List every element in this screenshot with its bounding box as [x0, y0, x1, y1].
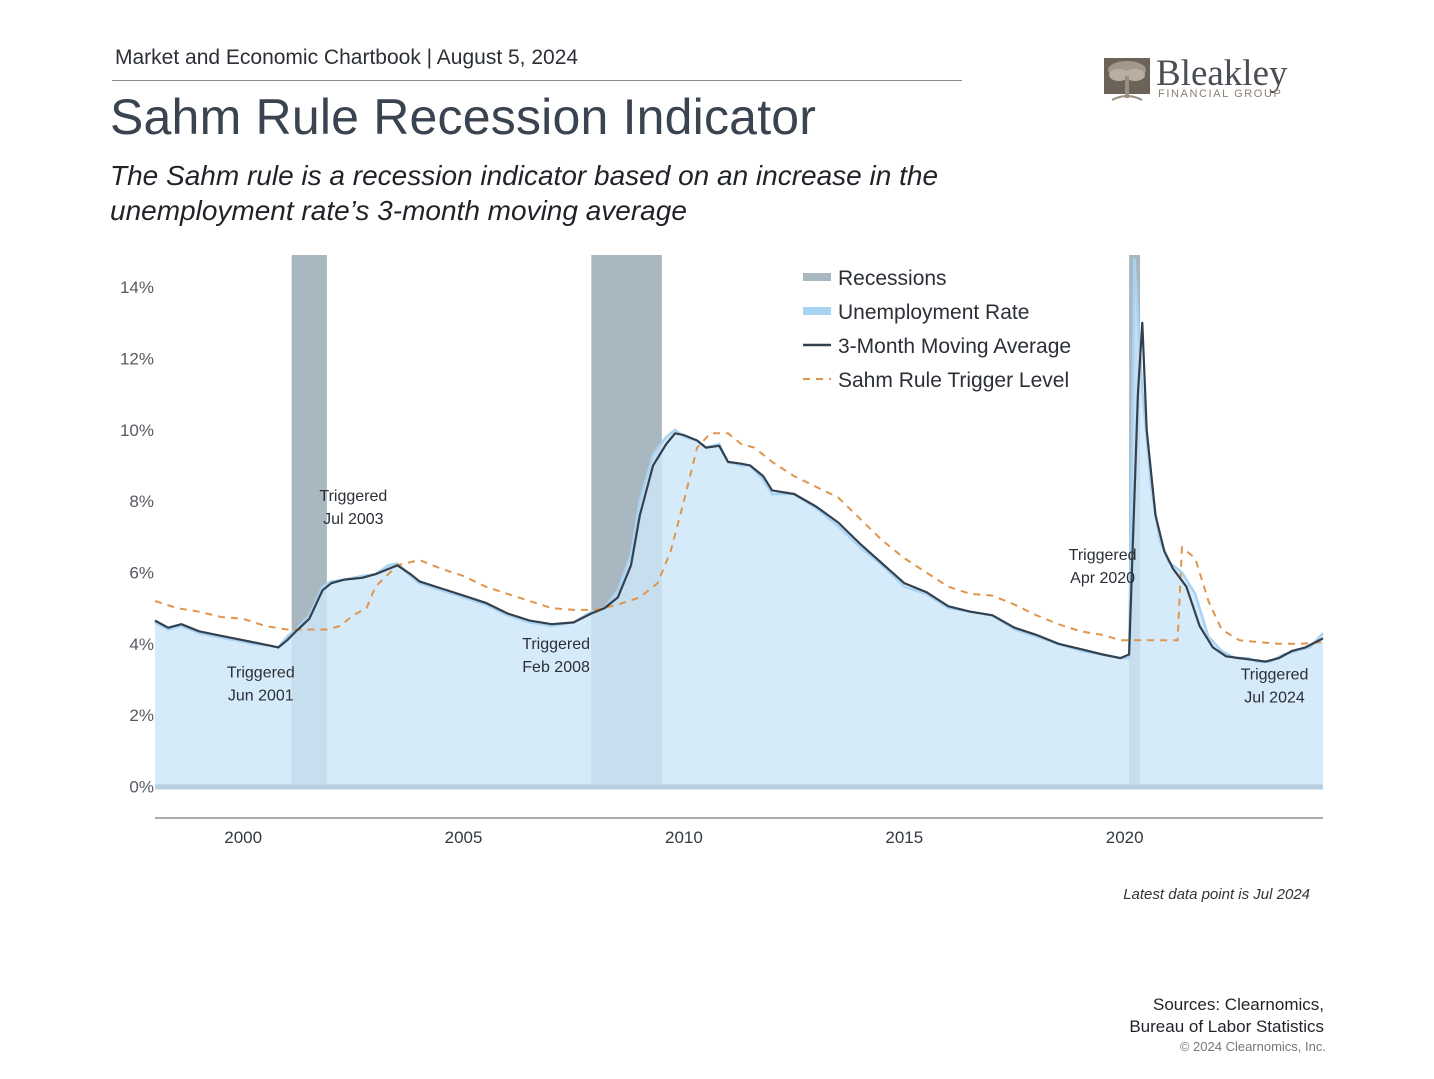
legend-label: Recessions	[838, 267, 947, 290]
logo-tagline: FINANCIAL GROUP	[1158, 88, 1283, 100]
chartbook-header: Market and Economic Chartbook | August 5…	[115, 46, 579, 69]
annotation-line-1: Triggered	[522, 636, 590, 653]
moving-average-line	[154, 321, 1324, 663]
header-divider	[112, 80, 962, 81]
x-tick-label: 2010	[665, 828, 703, 847]
legend-swatch	[803, 273, 831, 281]
unemployment-rate-area	[155, 258, 1323, 787]
zero-baseline	[155, 784, 1323, 790]
trigger-annotation-2: Triggered Jul 2003	[319, 488, 387, 528]
annotation-line-1: Triggered	[1069, 547, 1137, 564]
subtitle-line-2: unemployment rate’s 3-month moving avera…	[110, 195, 687, 226]
trigger-annotation-3: Triggered Feb 2008	[522, 636, 590, 676]
annotation-line-2: Apr 2020	[1070, 570, 1135, 587]
y-tick-label: 8%	[129, 492, 154, 511]
y-tick-label: 2%	[129, 706, 154, 725]
legend-label: Sahm Rule Trigger Level	[838, 369, 1069, 392]
sahm-trigger-line	[154, 432, 1324, 645]
annotation-line-2: Jul 2024	[1244, 689, 1305, 706]
legend-swatch	[803, 307, 831, 315]
sources-line-2: Bureau of Labor Statistics	[1129, 1017, 1324, 1036]
annotation-line-2: Jul 2003	[323, 511, 384, 528]
axis-layer: 0% 2% 4% 6% 8% 10% 12% 14% 2000 2005 2010 2015 2020	[120, 278, 1323, 847]
trigger-annotation-5: Triggered Jul 2024	[1241, 666, 1309, 706]
trigger-annotation-4: Triggered Apr 2020	[1069, 547, 1137, 587]
legend-item-recessions: Recessions	[803, 267, 947, 290]
x-tick-label: 2005	[445, 828, 483, 847]
page-title: Sahm Rule Recession Indicator	[110, 89, 817, 145]
annotation-line-1: Triggered	[319, 488, 387, 505]
legend-label: Unemployment Rate	[838, 301, 1029, 324]
legend-item-moving_average: 3-Month Moving Average	[803, 335, 1071, 358]
legend-item-trigger: Sahm Rule Trigger Level	[803, 369, 1069, 392]
page-subtitle: The Sahm rule is a recession indicator b…	[110, 158, 1010, 228]
x-tick-label: 2015	[885, 828, 923, 847]
copyright: © 2024 Clearnomics, Inc.	[1179, 1039, 1326, 1054]
latest-data-note: Latest data point is Jul 2024	[1123, 886, 1310, 903]
y-tick-label: 10%	[120, 421, 154, 440]
annotation-line-2: Jun 2001	[228, 688, 294, 705]
y-tick-label: 14%	[120, 278, 154, 297]
line-layer	[154, 321, 1324, 663]
annotation-line-1: Triggered	[227, 665, 295, 682]
x-tick-label: 2020	[1106, 828, 1144, 847]
sources: Sources: Clearnomics, Bureau of Labor St…	[1129, 994, 1324, 1038]
annotation-line-2: Feb 2008	[522, 659, 590, 676]
legend-label: 3-Month Moving Average	[838, 335, 1071, 358]
legend-item-unemployment: Unemployment Rate	[803, 301, 1029, 324]
annotation-line-1: Triggered	[1241, 666, 1309, 683]
y-tick-label: 4%	[129, 635, 154, 654]
logo-name: Bleakley	[1156, 53, 1288, 94]
bleakley-logo: Bleakley FINANCIAL GROUP	[1100, 52, 1320, 108]
trigger-annotation-1: Triggered Jun 2001	[227, 665, 295, 705]
legend: Recessions Unemployment Rate 3-Month Movin…	[803, 267, 1071, 392]
y-tick-label: 6%	[129, 563, 154, 582]
y-tick-label: 0%	[129, 777, 154, 796]
tree-icon	[1104, 58, 1150, 101]
x-tick-label: 2000	[224, 828, 262, 847]
y-tick-label: 12%	[120, 349, 154, 368]
sources-line-1: Sources: Clearnomics,	[1152, 995, 1324, 1014]
subtitle-line-1: The Sahm rule is a recession indicator b…	[110, 160, 939, 191]
